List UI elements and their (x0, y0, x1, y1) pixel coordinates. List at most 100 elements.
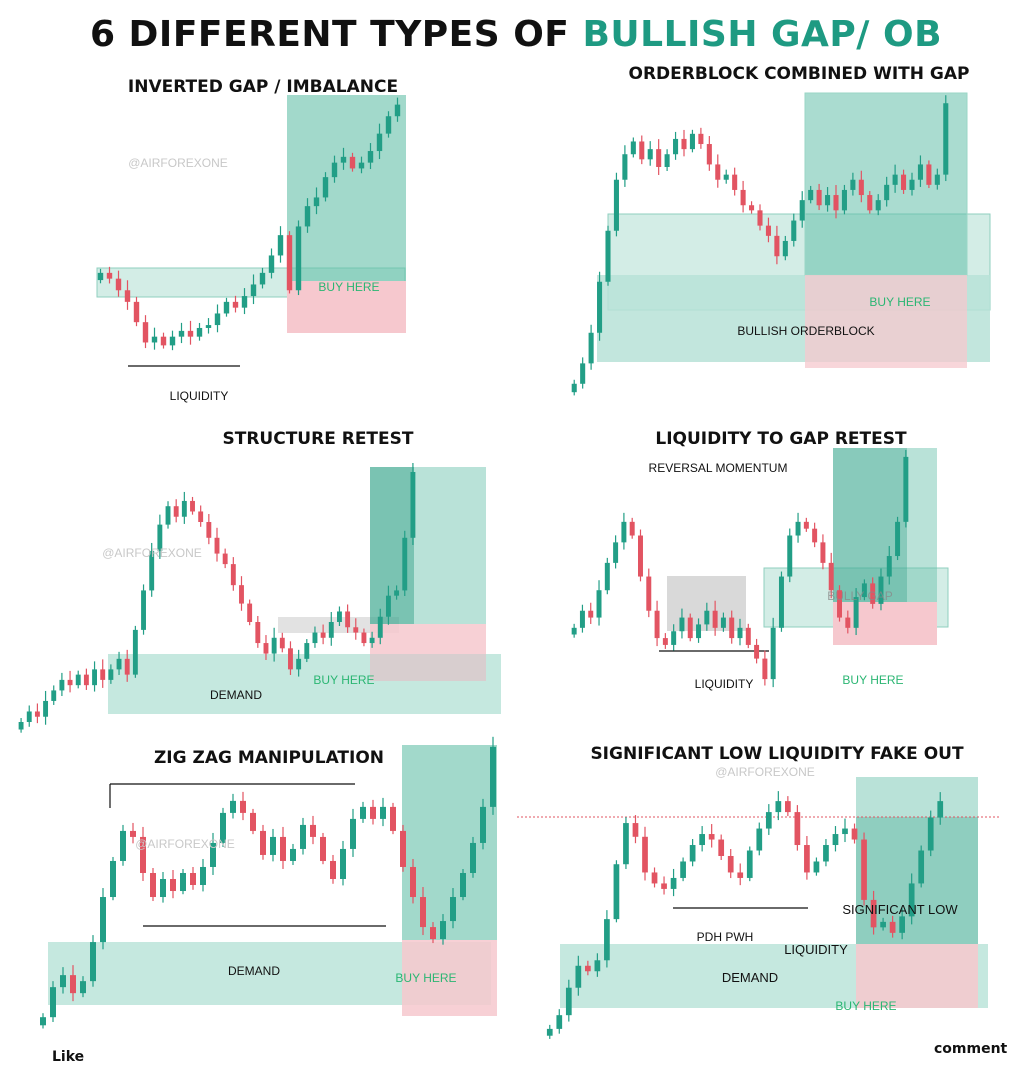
bullish-candle (664, 154, 670, 167)
bullish-candle (380, 806, 386, 819)
like-button[interactable]: Like (52, 1049, 85, 1065)
bullish-candle (394, 590, 400, 596)
bearish-candle (198, 511, 204, 522)
bullish-candle (853, 597, 859, 628)
bullish-candle (410, 472, 416, 538)
bearish-candle (740, 189, 746, 206)
bearish-candle (851, 828, 858, 840)
bearish-candle (765, 225, 771, 236)
bullish-candle (230, 800, 236, 813)
bearish-candle (361, 632, 367, 644)
watermark: @AIRFOREXONE (102, 546, 202, 560)
bullish-candle (259, 272, 266, 285)
bullish-candle (571, 383, 577, 393)
liquidity-label: LIQUIDITY (695, 677, 754, 691)
bullish-candle (937, 801, 944, 818)
bearish-candle (160, 336, 167, 346)
bearish-candle (785, 801, 791, 813)
bullish-candle (604, 562, 610, 591)
bullish-candle (597, 281, 603, 333)
bullish-candle (108, 669, 114, 680)
bullish-candle (808, 189, 814, 201)
bullish-candle (671, 631, 677, 645)
bullish-candle (40, 1017, 46, 1026)
bullish-candle (360, 806, 366, 819)
bullish-candle (841, 189, 847, 211)
bearish-candle (708, 834, 715, 840)
bearish-candle (190, 872, 196, 886)
bearish-candle (812, 528, 818, 543)
bearish-candle (737, 872, 744, 878)
pdh-pwh-label: PDH PWH (697, 930, 754, 944)
candles-3 (571, 449, 909, 688)
buy-here-label: BUY HERE (318, 280, 379, 294)
bullish-candle (704, 610, 710, 625)
bearish-candle (804, 845, 810, 873)
bearish-candle (651, 872, 658, 884)
bullish-candle (795, 521, 801, 536)
demand-label: DEMAND (210, 688, 262, 702)
bullish-candle (290, 848, 296, 861)
bearish-candle (642, 836, 648, 873)
bearish-candle (646, 576, 652, 611)
bullish-candle (825, 195, 831, 206)
bearish-candle (279, 637, 285, 649)
bullish-candle (59, 679, 65, 691)
bullish-candle (80, 981, 86, 994)
bearish-candle (845, 617, 851, 628)
bullish-candle (270, 836, 276, 855)
bullish-candle (331, 162, 338, 178)
bullish-candle (737, 627, 743, 639)
bullish-candle (842, 828, 848, 835)
bearish-candle (173, 506, 179, 517)
bullish-candle (594, 960, 601, 972)
target-zone-inner (370, 467, 414, 624)
bearish-candle (654, 610, 660, 639)
bullish-candle (296, 658, 302, 670)
target-zone-inner (833, 448, 907, 602)
bearish-candle (230, 564, 236, 586)
reversal-label: REVERSAL MOMENTUM (649, 461, 788, 475)
bearish-candle (727, 855, 734, 873)
bearish-candle (260, 830, 266, 855)
bearish-candle (861, 839, 867, 900)
bearish-candle (124, 658, 130, 675)
bullish-candle (878, 576, 884, 604)
bullish-candle (647, 149, 653, 160)
bearish-candle (588, 610, 594, 618)
bullish-candle (908, 883, 915, 917)
bearish-candle (214, 537, 220, 554)
chart-significant-low: SIGNIFICANT LOW LIQUIDITY FAKE OUT @AIRF… (517, 744, 1000, 1039)
bullish-candle (205, 325, 212, 328)
bullish-candle (304, 206, 311, 227)
bearish-candle (240, 800, 246, 813)
watermark: @AIRFOREXONE (128, 156, 228, 170)
bearish-candle (745, 627, 751, 645)
bullish-candle (116, 658, 122, 670)
bullish-candle (132, 629, 138, 675)
bullish-candle (613, 179, 619, 231)
bullish-candle (178, 330, 185, 337)
bearish-candle (828, 562, 834, 591)
bullish-candle (696, 624, 702, 639)
bearish-candle (370, 806, 376, 819)
comment-button[interactable]: comment (934, 1041, 1008, 1057)
bullish-candle (358, 162, 365, 169)
bearish-candle (286, 235, 293, 291)
candles-1 (571, 95, 949, 396)
bullish-candle (787, 535, 793, 577)
bullish-candle (322, 177, 329, 198)
bearish-candle (749, 205, 755, 211)
candles-2 (18, 463, 416, 733)
buy-here-label: BUY HERE (842, 673, 903, 687)
bearish-candle (712, 610, 718, 628)
bullish-candle (886, 556, 892, 577)
bullish-candle (300, 824, 306, 849)
bullish-candle (679, 617, 685, 632)
bearish-candle (870, 583, 876, 604)
bullish-candle (394, 104, 401, 117)
bullish-candle (917, 164, 923, 180)
bullish-candle (60, 975, 66, 988)
bullish-candle (699, 834, 705, 846)
bullish-candle (596, 590, 602, 618)
